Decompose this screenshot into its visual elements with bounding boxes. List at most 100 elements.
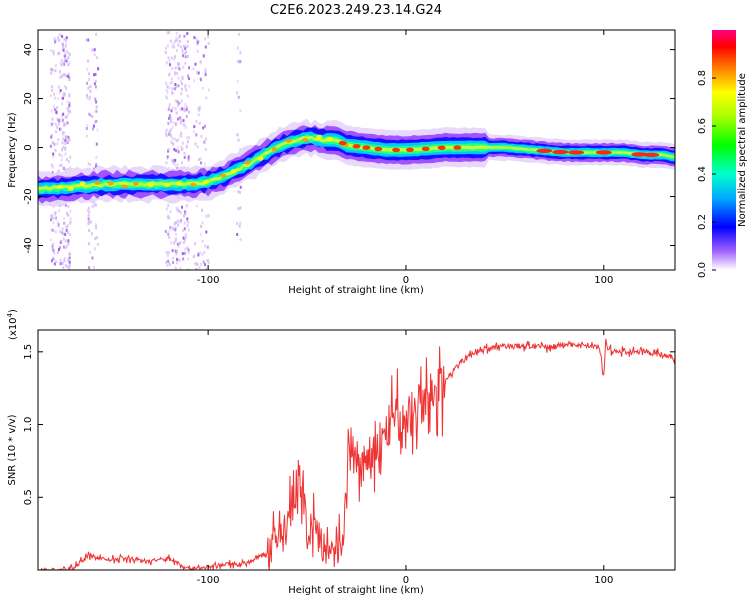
spectrogram-x-ticks: -100 0 100 — [197, 30, 613, 286]
noise-speck — [167, 214, 170, 218]
noise-speck — [60, 59, 63, 62]
noise-speck — [236, 222, 239, 225]
noise-speck — [64, 73, 67, 77]
noise-speck — [61, 131, 64, 135]
colorbar-tick-label: 0.8 — [697, 70, 708, 86]
noise-speck — [196, 145, 199, 149]
noise-speck — [236, 79, 239, 83]
noise-speck — [87, 59, 90, 63]
noise-speck — [165, 46, 167, 50]
noise-speck — [178, 258, 181, 262]
noise-speck — [173, 161, 176, 165]
noise-speck — [239, 109, 242, 112]
noise-speck — [53, 142, 56, 146]
noise-speck — [67, 74, 69, 78]
noise-speck — [173, 57, 176, 61]
noise-speck — [175, 85, 178, 89]
noise-speck — [87, 217, 90, 221]
noise-speck — [53, 262, 56, 266]
noise-speck — [67, 259, 70, 263]
noise-speck — [95, 164, 98, 168]
noise-speck — [181, 76, 184, 80]
noise-speck — [193, 242, 196, 246]
noise-speck — [55, 111, 58, 115]
colorbar-tick-label: 0.4 — [697, 166, 708, 182]
noise-speck — [180, 99, 183, 102]
noise-speck — [69, 233, 72, 237]
noise-speck — [51, 117, 54, 121]
noise-speck — [171, 66, 174, 70]
y-tick-label: -20 — [23, 188, 34, 204]
noise-speck — [68, 138, 71, 142]
noise-speck — [64, 246, 67, 250]
noise-speck — [66, 100, 69, 104]
noise-speck — [176, 100, 179, 104]
noise-speck — [50, 228, 53, 232]
noise-speck — [64, 232, 67, 236]
noise-speck — [87, 214, 90, 217]
noise-speck — [68, 76, 71, 80]
noise-speck — [58, 209, 61, 213]
noise-speck — [205, 137, 208, 141]
spectrogram-hotspot — [220, 173, 227, 178]
noise-speck — [64, 138, 67, 142]
noise-speck — [92, 127, 95, 131]
spectrogram-heatmap — [38, 31, 675, 270]
noise-speck — [168, 31, 170, 34]
spectrogram-hotspot — [302, 137, 309, 142]
noise-speck — [85, 134, 88, 138]
noise-speck — [62, 237, 65, 241]
noise-speck — [165, 260, 168, 264]
noise-speck — [174, 226, 177, 230]
noise-speck — [97, 243, 100, 246]
noise-speck — [58, 117, 61, 121]
snr-multiplier-close: ) — [8, 309, 19, 313]
snr-y-axis-label: SNR (10 * v/v) — [7, 414, 18, 485]
spectrogram-peak — [338, 140, 347, 146]
noise-speck — [51, 259, 53, 263]
noise-speck — [57, 169, 60, 173]
noise-speck — [192, 67, 195, 71]
noise-speck — [50, 85, 53, 89]
noise-speck — [184, 103, 187, 107]
noise-speck — [174, 66, 177, 70]
noise-speck — [179, 40, 182, 43]
noise-speck — [198, 108, 201, 112]
y-tick-label: 0 — [23, 144, 34, 150]
noise-speck — [167, 108, 170, 111]
noise-speck — [59, 164, 62, 167]
noise-speck — [174, 164, 177, 168]
noise-speck — [52, 104, 55, 108]
noise-speck — [88, 206, 90, 210]
noise-speck — [179, 45, 182, 49]
noise-speck — [188, 136, 191, 139]
noise-speck — [193, 254, 196, 258]
snr-multiplier: (x104) — [6, 309, 19, 340]
noise-speck — [59, 258, 62, 262]
noise-speck — [194, 262, 197, 266]
spectrogram-hotspot — [190, 182, 197, 187]
spectrogram-hotspot — [163, 183, 170, 187]
noise-speck — [186, 32, 189, 36]
noise-speck — [166, 264, 169, 267]
noise-speck — [182, 241, 185, 245]
noise-speck — [201, 208, 203, 212]
noise-speck — [67, 56, 70, 60]
noise-speck — [187, 159, 190, 162]
noise-speck — [173, 137, 176, 141]
noise-speck — [182, 65, 185, 69]
noise-speck — [69, 209, 72, 213]
noise-speck — [167, 232, 170, 236]
noise-speck — [175, 232, 177, 236]
noise-speck — [180, 87, 183, 91]
noise-speck — [168, 167, 171, 170]
noise-speck — [166, 85, 169, 89]
noise-speck — [239, 190, 241, 194]
noise-speck — [67, 257, 70, 261]
noise-speck — [177, 66, 180, 70]
noise-speck — [183, 221, 186, 225]
noise-speck — [175, 36, 178, 40]
colorbar-tick-label: 0.0 — [697, 262, 708, 278]
snr-multiplier-base: (x10 — [8, 317, 19, 340]
noise-speck — [237, 138, 240, 142]
